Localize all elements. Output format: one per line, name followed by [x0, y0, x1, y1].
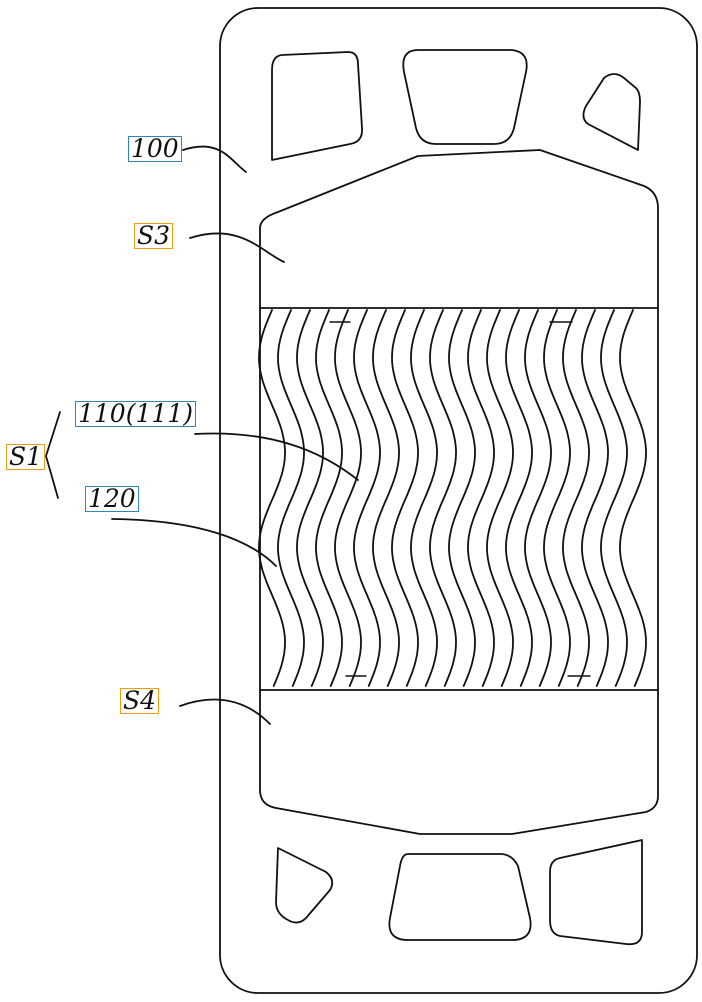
wave-line — [372, 309, 400, 687]
wave-line — [562, 309, 590, 687]
label-S3: S3 — [134, 223, 174, 249]
label-120: 120 — [85, 486, 139, 512]
wave-line — [619, 309, 647, 687]
wave-line — [448, 309, 476, 687]
port-top-center — [402, 49, 528, 145]
wave-line — [600, 309, 628, 687]
wave-line — [467, 309, 495, 687]
plate-outline — [219, 7, 698, 994]
label-S1: S1 — [6, 444, 46, 470]
wave-line — [581, 309, 609, 687]
wave-line — [543, 309, 571, 687]
wave-line — [277, 309, 305, 687]
leader-110 — [194, 432, 359, 481]
wave-line — [410, 309, 438, 687]
wave-line — [258, 309, 286, 687]
port-bottom-center — [388, 853, 532, 941]
wave-line — [315, 309, 343, 687]
wave-line — [505, 309, 533, 687]
wave-line — [353, 309, 381, 687]
inner-zone-outline — [259, 149, 659, 835]
wave-line — [524, 309, 552, 687]
label-110-111: 110(111) — [75, 401, 196, 427]
port-bottom-left — [275, 847, 334, 924]
leader-S4 — [179, 698, 271, 725]
wave-line — [486, 309, 514, 687]
label-100: 100 — [128, 136, 182, 162]
label-S4: S4 — [120, 688, 160, 714]
leader-S3 — [189, 232, 285, 263]
channel-end-marks — [329, 321, 591, 677]
port-top-left — [271, 51, 363, 161]
wavy-channels — [258, 309, 647, 687]
wave-line — [429, 309, 457, 687]
wave-line — [296, 309, 324, 687]
leader-120 — [111, 518, 277, 567]
wave-line — [391, 309, 419, 687]
brace-S1 — [45, 411, 61, 499]
wave-line — [334, 309, 362, 687]
leader-100 — [182, 145, 247, 173]
port-bottom-right — [549, 839, 643, 946]
port-top-right — [582, 73, 641, 151]
